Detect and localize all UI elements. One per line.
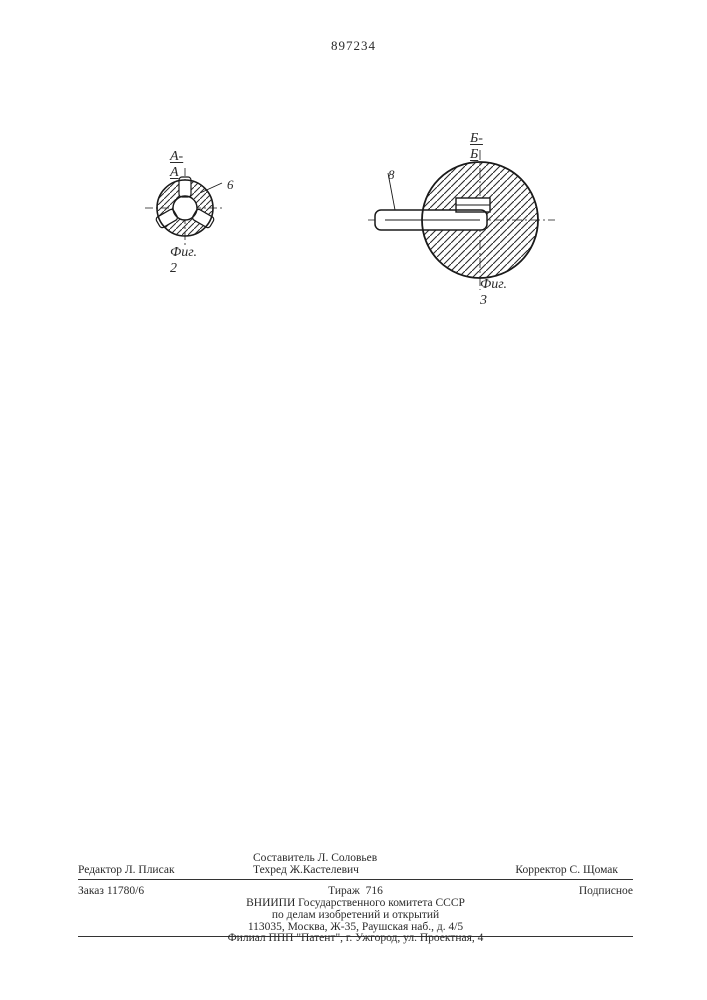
corrector-label: Корректор (515, 864, 566, 876)
compiler-name: Л. Соловьев (318, 852, 378, 864)
techred-name: Ж.Кастелевич (290, 864, 359, 876)
divider-1 (78, 879, 633, 880)
editor-label: Редактор (78, 864, 122, 876)
fig2-caption: Фиг. 2 (170, 245, 197, 277)
filial-line: Филиал ППП "Патент", г. Ужгород, ул. Про… (78, 932, 633, 944)
credits-block: Составитель Л. Соловьев Редактор Л. Плис… (78, 852, 633, 940)
printrun-label: Тираж (328, 885, 360, 897)
order-label: Заказ (78, 885, 104, 897)
fig3-caption: Фиг. 3 (480, 277, 507, 309)
fig3-drawing (360, 145, 580, 315)
org-line-2: по делам изобретений и открытий (78, 909, 633, 921)
order-number: 11780/6 (107, 885, 144, 897)
subscription: Подписное (473, 885, 633, 897)
compiler-label: Составитель (253, 852, 315, 864)
editor-name: Л. Плисак (125, 864, 175, 876)
techred-label: Техред (253, 864, 287, 876)
page-number: 897234 (331, 38, 376, 54)
printrun-value: 716 (366, 885, 383, 897)
figures-area: А-А 6 (0, 155, 707, 375)
fig2-drawing (140, 163, 260, 283)
corrector-name: С. Щомак (570, 864, 618, 876)
org-line-1: ВНИИПИ Государственного комитета СССР (78, 897, 633, 909)
